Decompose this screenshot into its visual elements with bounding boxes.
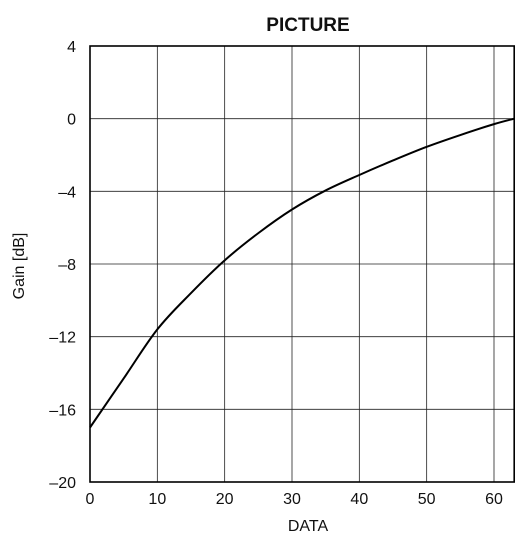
y-tick-label: 4: [67, 39, 76, 56]
y-axis-label: Gain [dB]: [11, 233, 28, 300]
x-tick-label: 20: [216, 491, 234, 508]
x-tick-label: 50: [418, 491, 436, 508]
y-tick-label: 0: [67, 112, 76, 129]
y-tick-label: –8: [58, 257, 76, 274]
y-tick-label: –12: [49, 330, 76, 347]
y-tick-label: –16: [49, 402, 76, 419]
x-axis-label: DATA: [288, 518, 329, 535]
x-tick-label: 40: [350, 491, 368, 508]
y-tick-label: –20: [49, 475, 76, 492]
x-tick-label: 0: [86, 491, 95, 508]
plot-frame: [89, 45, 516, 483]
x-tick-label: 10: [148, 491, 166, 508]
y-tick-label: –4: [58, 184, 76, 201]
x-tick-label: 30: [283, 491, 301, 508]
gain-curve: [89, 117, 515, 429]
grid-lines: [90, 46, 515, 482]
x-tick-label: 60: [485, 491, 503, 508]
chart-title: PICTURE: [266, 15, 349, 36]
